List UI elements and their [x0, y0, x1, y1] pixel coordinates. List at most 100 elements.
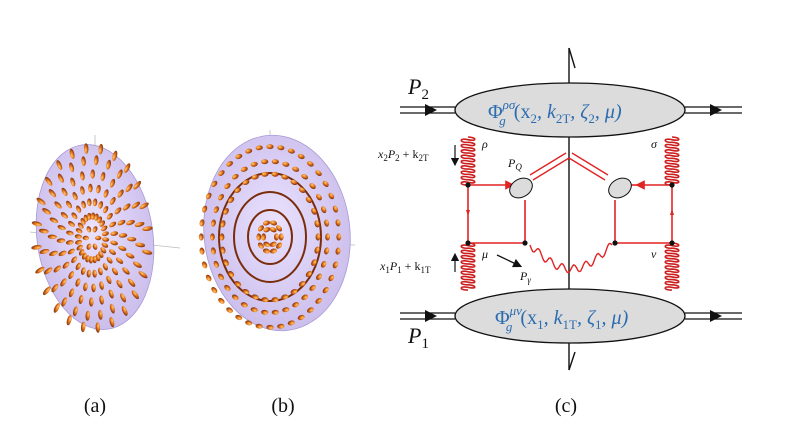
bead [322, 287, 329, 294]
bead [72, 306, 78, 317]
bead [80, 321, 86, 333]
bead [335, 247, 341, 255]
pgamma-label: Pγ [519, 269, 531, 285]
bead [124, 163, 131, 173]
bead [86, 243, 92, 250]
bead [122, 203, 131, 211]
bead [226, 307, 233, 313]
bead [199, 219, 205, 227]
bead [97, 216, 103, 224]
vertex-blob-left [509, 177, 533, 199]
bead [87, 198, 92, 207]
momentum-bottom-label: x1P1 + k1T [379, 259, 431, 275]
bead [98, 201, 104, 209]
disk-a [35, 144, 155, 330]
bead [75, 228, 83, 234]
bead [118, 245, 127, 251]
bead [218, 194, 224, 201]
bead [271, 159, 279, 165]
proton-lines [400, 104, 742, 322]
vertex-blob-right [608, 177, 632, 199]
bead [314, 220, 320, 228]
bead [101, 225, 108, 232]
bead [58, 250, 67, 257]
bead [110, 240, 118, 246]
bead [218, 273, 224, 280]
bead [276, 242, 283, 249]
bead [324, 247, 330, 255]
bead [132, 261, 142, 268]
photon-line [529, 242, 613, 274]
bead [77, 222, 84, 229]
bead [57, 173, 64, 183]
bead [90, 212, 96, 220]
bead [223, 259, 229, 266]
bead [325, 233, 330, 241]
bead [242, 288, 250, 295]
caption-a: (a) [84, 395, 106, 417]
bead [211, 180, 218, 187]
bead [94, 155, 99, 166]
bead [86, 269, 92, 278]
beads-b [198, 144, 342, 330]
bead [328, 274, 335, 282]
bead [42, 208, 52, 215]
bead [70, 177, 76, 187]
bead [31, 244, 42, 250]
bead [277, 145, 285, 151]
bead [231, 294, 239, 301]
bead [118, 233, 128, 238]
bead [278, 233, 284, 241]
bead [228, 270, 235, 278]
index-nu: ν [651, 247, 657, 261]
bead [68, 221, 75, 227]
bead [255, 323, 263, 329]
bead [316, 194, 322, 201]
bead [322, 180, 329, 187]
bead [213, 260, 219, 268]
bead [263, 227, 271, 233]
bead [271, 297, 279, 303]
pq-label: PQ [507, 156, 522, 172]
bead [311, 259, 317, 266]
bead [211, 287, 218, 294]
bead [135, 242, 146, 248]
bead [292, 302, 300, 308]
bead [91, 283, 96, 293]
bead [48, 189, 57, 198]
bead [92, 269, 97, 278]
quark-loop [467, 152, 673, 244]
bead [90, 169, 95, 179]
bead [68, 288, 75, 298]
bead [266, 324, 274, 330]
bead [316, 273, 322, 280]
bead [74, 234, 82, 239]
bead [292, 166, 300, 172]
bead [51, 283, 59, 293]
bead [100, 247, 107, 254]
bead [92, 198, 98, 207]
bead [100, 171, 106, 182]
bead [324, 219, 330, 227]
bead [96, 184, 101, 194]
blob-top [454, 82, 686, 138]
bead [245, 320, 253, 326]
bead [142, 226, 153, 232]
bead [210, 247, 216, 255]
caption-b: (b) [271, 395, 294, 417]
bead [38, 228, 49, 234]
bead [71, 256, 78, 264]
bead [224, 284, 231, 291]
bead [125, 183, 133, 193]
bead [269, 241, 277, 247]
bead [47, 234, 57, 240]
bead [72, 192, 78, 201]
bead [80, 171, 85, 181]
bead [109, 249, 116, 255]
bead [201, 205, 208, 213]
bead [117, 219, 126, 226]
bead [218, 170, 225, 176]
bead [301, 173, 309, 180]
bead [220, 220, 226, 228]
bead [45, 176, 53, 186]
